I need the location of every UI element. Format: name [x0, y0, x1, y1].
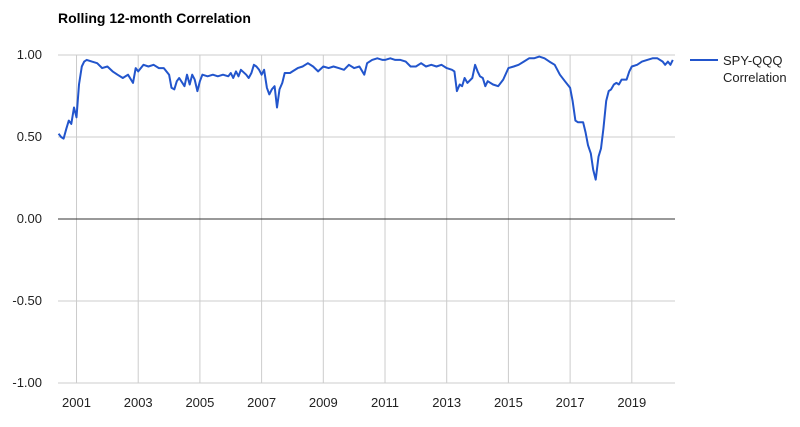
x-tick-label: 2007	[247, 395, 276, 410]
x-tick-label: 2001	[62, 395, 91, 410]
x-tick-label: 2005	[185, 395, 214, 410]
x-tick-label: 2017	[556, 395, 585, 410]
x-tick-label: 2015	[494, 395, 523, 410]
axes: 1.00 0.50 0.00 -0.50 -1.00 2001 2003 2005 2007 20…	[12, 47, 675, 410]
y-tick-label: 0.50	[17, 129, 42, 144]
legend-label: SPY-QQQ Correlation	[723, 53, 787, 85]
x-tick-label: 2011	[371, 395, 399, 410]
y-tick-label: -0.50	[12, 293, 42, 308]
legend[interactable]: SPY-QQQ Correlation	[690, 53, 787, 85]
y-tick-label: 1.00	[17, 47, 42, 62]
y-tick-label: 0.00	[17, 211, 42, 226]
chart-title: Rolling 12-month Correlation	[58, 10, 251, 26]
x-tick-label: 2013	[432, 395, 461, 410]
y-tick-label: -1.00	[12, 375, 42, 390]
x-tick-label: 2003	[124, 395, 153, 410]
series-line	[57, 55, 674, 181]
series-layer	[57, 55, 674, 181]
x-tick-label: 2009	[309, 395, 338, 410]
x-tick-label: 2019	[617, 395, 646, 410]
